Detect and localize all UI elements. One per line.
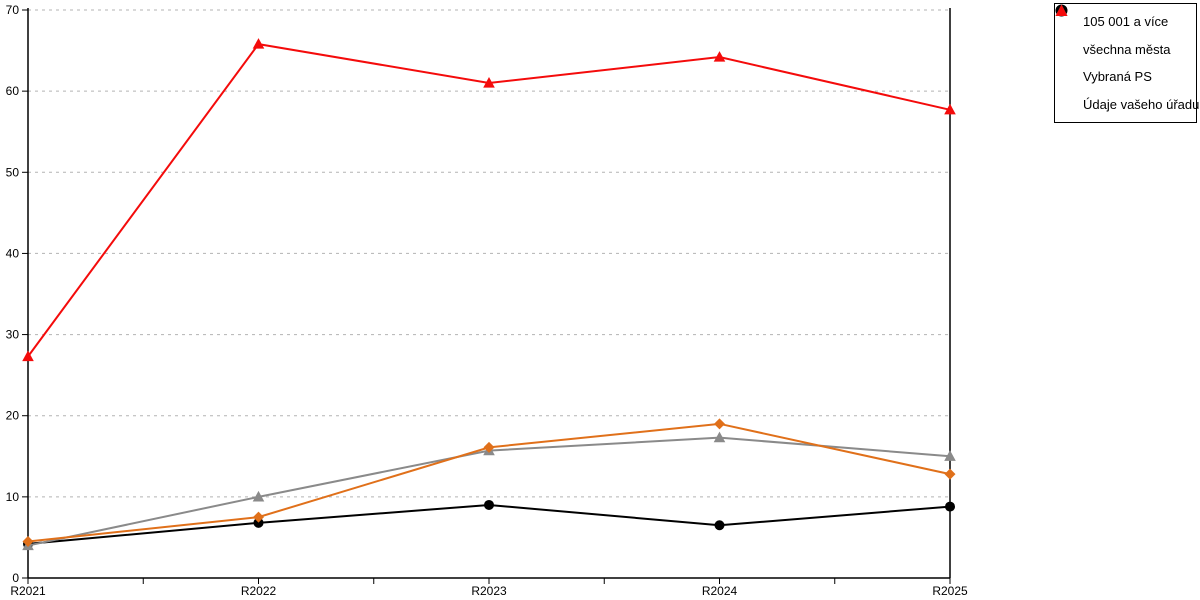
y-tick-label: 30 [6, 328, 20, 342]
data-point [714, 520, 725, 531]
x-tick-label: R2022 [241, 584, 277, 598]
legend: 105 001 a více všechna města Vybraná PS … [1054, 3, 1199, 123]
data-point [483, 441, 495, 453]
data-point [484, 499, 494, 510]
legend-label: všechna města [1083, 41, 1171, 57]
data-point [714, 418, 725, 430]
y-tick-label: 70 [6, 3, 20, 17]
legend-label: 105 001 a více [1083, 14, 1169, 30]
data-point [252, 38, 265, 49]
legend-item: všechna města [1055, 4, 1194, 57]
series-line [27, 42, 951, 358]
data-point [944, 450, 956, 461]
legend-label: Vybraná PS [1083, 69, 1152, 85]
x-tick-label: R2024 [702, 584, 738, 598]
data-point [713, 431, 726, 443]
triangle-marker-icon [1055, 4, 1077, 111]
y-tick-label: 60 [6, 84, 20, 98]
diamond-marker-icon [1055, 4, 1077, 28]
data-point [253, 511, 264, 523]
y-tick-label: 20 [6, 409, 20, 423]
x-tick-label: R2023 [471, 584, 507, 598]
data-point [22, 350, 34, 362]
x-tick-label: R2025 [932, 584, 968, 598]
legend-item: Vybraná PS [1055, 4, 1194, 85]
data-point [944, 103, 956, 115]
data-point [945, 501, 955, 512]
data-point [22, 535, 34, 547]
circle-marker-icon [1055, 4, 1077, 56]
y-tick-label: 0 [12, 571, 19, 585]
legend-label: Údaje vašeho úřadu [1083, 96, 1200, 112]
series-line [27, 503, 951, 545]
data-point [252, 490, 265, 502]
legend-item: Údaje vašeho úřadu [1055, 4, 1199, 111]
y-tick-label: 40 [6, 246, 20, 260]
data-point [483, 77, 495, 88]
data-point [944, 468, 956, 480]
y-tick-label: 10 [6, 490, 20, 504]
x-tick-label: R2021 [10, 584, 46, 598]
data-point [713, 51, 726, 62]
series-line [27, 422, 951, 543]
legend-item: 105 001 a více [1055, 4, 1194, 30]
triangle-marker-icon [1055, 4, 1077, 83]
data-point [253, 517, 264, 528]
y-tick-label: 50 [6, 165, 20, 179]
